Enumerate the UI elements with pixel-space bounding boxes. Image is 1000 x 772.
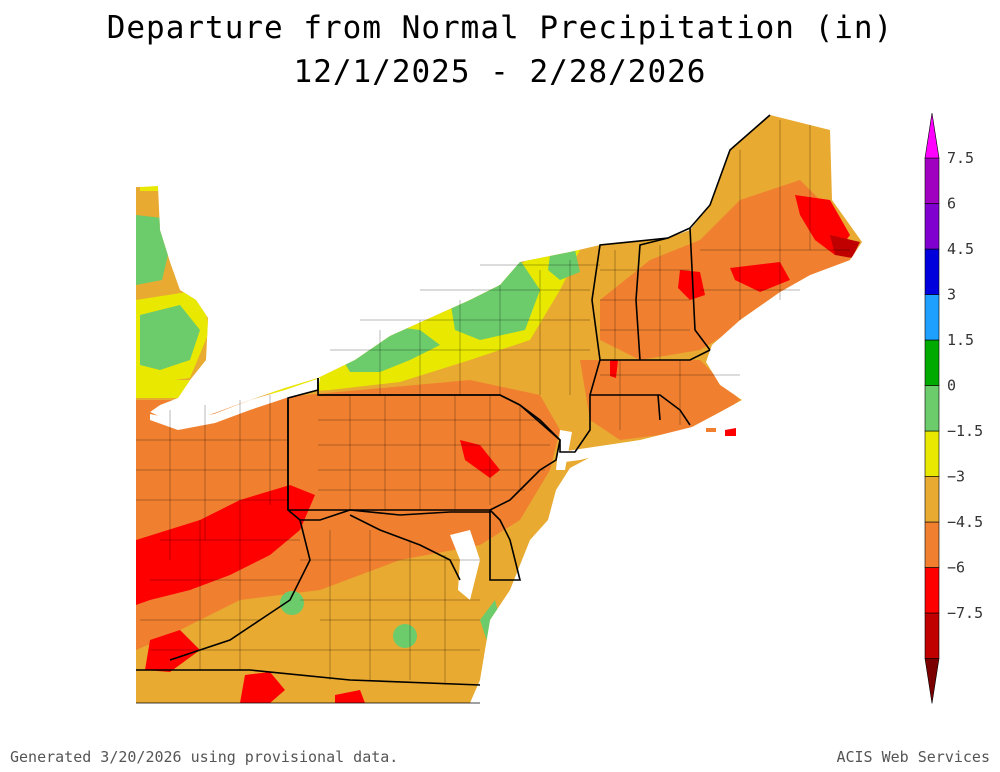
boundary-wv-md — [349, 514, 461, 581]
zone-green-mi-north — [136, 215, 168, 285]
island-nantucket — [725, 428, 736, 436]
legend-swatch — [924, 567, 940, 614]
boundary-delaware — [489, 509, 522, 581]
legend-swatch — [924, 430, 940, 477]
boundary-va-nc — [136, 669, 481, 686]
legend-swatches — [924, 112, 940, 704]
legend-swatch — [924, 248, 940, 295]
zone-red-mass — [610, 360, 618, 378]
legend-swatch — [924, 612, 940, 659]
legend-label: −1.5 — [947, 422, 983, 440]
legend-swatch — [924, 294, 940, 341]
legend-label: 4.5 — [947, 240, 974, 258]
island-north — [140, 186, 158, 191]
boundary-ma-nh — [600, 349, 711, 361]
lake-erie — [150, 378, 320, 430]
long-island-sound — [560, 425, 702, 462]
zone-red-maine-coast — [730, 262, 790, 292]
legend-label: 0 — [947, 377, 956, 395]
legend-swatch — [924, 521, 940, 568]
zone-red-tn — [240, 672, 285, 703]
legend-swatch — [924, 339, 940, 386]
legend-label: −7.5 — [947, 604, 983, 622]
boundary-nh-me — [689, 227, 711, 351]
legend-swatch-top — [924, 112, 940, 159]
county-lines — [136, 120, 850, 685]
legend-swatch — [924, 157, 940, 204]
legend-label: 3 — [947, 286, 956, 304]
zone-red-ky — [145, 630, 200, 672]
zone-green-va — [393, 624, 417, 648]
zone-darkred-maine — [830, 235, 860, 258]
legend-label: −4.5 — [947, 513, 983, 531]
footer-generated-note: Generated 3/20/2026 using provisional da… — [10, 748, 399, 766]
zone-red-ohio-wv — [136, 485, 315, 605]
island-marthas — [706, 428, 716, 432]
map-date-range: 12/1/2025 - 2/28/2026 — [293, 54, 707, 90]
legend-swatch — [924, 476, 940, 523]
footer-credit: ACIS Web Services — [836, 748, 990, 766]
zone-green-mi-south — [140, 305, 200, 370]
legend-label: 1.5 — [947, 331, 974, 349]
legend-label: 7.5 — [947, 149, 974, 167]
zone-red-nc — [335, 690, 365, 703]
legend-swatch — [924, 385, 940, 432]
legend-swatch — [924, 203, 940, 250]
legend-label: 6 — [947, 195, 956, 213]
boundary-vt-nh — [635, 227, 691, 361]
map-title: Departure from Normal Precipitation (in) — [106, 10, 894, 46]
zone-orange-maine — [600, 180, 850, 360]
legend-label: −3 — [947, 468, 965, 486]
zone-green-wv — [280, 591, 304, 615]
legend-label: −6 — [947, 559, 965, 577]
boundary-maine-north — [689, 114, 771, 229]
chesapeake-bay — [450, 530, 480, 600]
legend-labels: 7.5 6 4.5 3 1.5 0 −1.5 −3 −4.5 −6 −7.5 — [947, 149, 983, 622]
boundary-ri — [657, 394, 661, 421]
zone-orange-pa — [136, 380, 560, 650]
legend-swatch-bottom — [924, 658, 940, 704]
zone-red-nh — [678, 270, 705, 300]
boundary-ct-ma — [590, 394, 691, 426]
